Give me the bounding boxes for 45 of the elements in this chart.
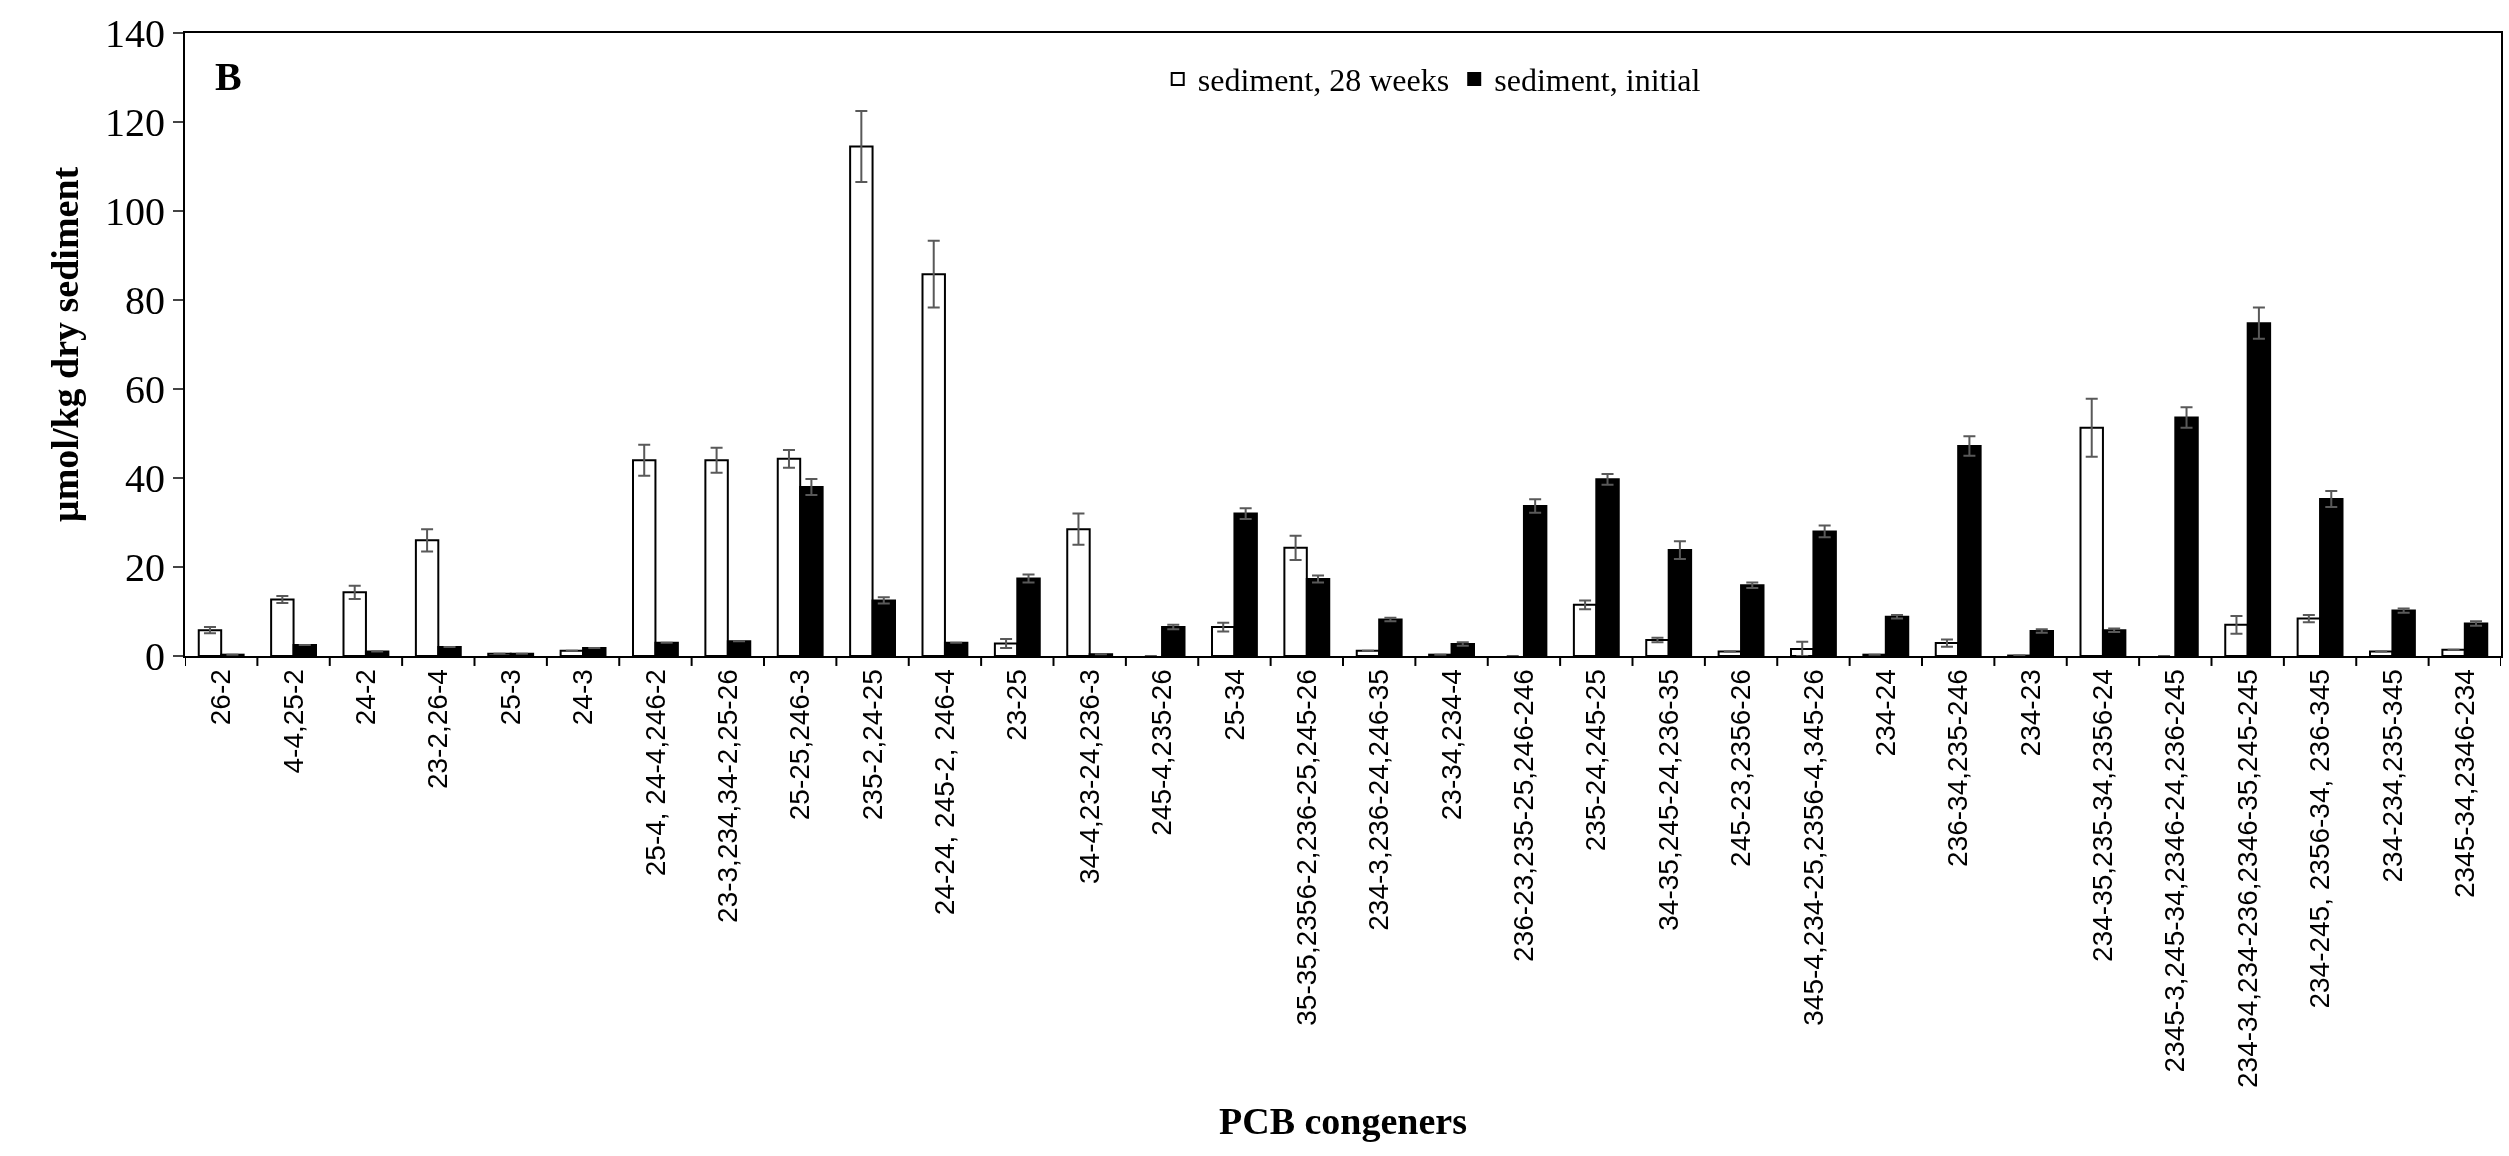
y-tick-label: 60: [125, 367, 165, 412]
x-tick-label: 23-25: [1001, 669, 1033, 741]
y-axis-title: µmol/kg dry sediment: [43, 166, 86, 523]
x-tick-label: 34-4,23-24,236-3: [1073, 669, 1105, 885]
x-tick-label: 235-2,24-25: [856, 669, 888, 821]
y-tick-label: 140: [105, 11, 165, 56]
annotation: B: [215, 54, 242, 99]
y-tick-label: 20: [125, 545, 165, 590]
x-tick-label: 35-35,2356-2,236-25,245-26: [1290, 669, 1322, 1026]
y-tick-label: 100: [105, 189, 165, 234]
legend-label: sediment, initial: [1494, 62, 1701, 99]
x-tick-label: 25-3: [494, 669, 526, 726]
x-tick-label: 25-34: [1218, 669, 1250, 741]
x-tick-label: 236-23,235-25,246-246: [1508, 669, 1540, 962]
x-tick-label: 245-4,235-26: [1146, 669, 1178, 836]
x-tick-label: 236-34,235-246: [1942, 669, 1974, 867]
x-tick-label: 24-3: [567, 669, 599, 726]
x-tick-label: 345-4,234-25,2356-4,345-26: [1797, 669, 1829, 1026]
y-tick-label: 40: [125, 456, 165, 501]
x-tick-label: 23-2,26-4: [422, 669, 454, 790]
x-tick-label: 23-34,234-4: [1435, 669, 1467, 821]
x-tick-label: 23-3,234,34-2,25-26: [711, 669, 743, 923]
x-tick-label: 26-2: [205, 669, 237, 726]
x-tick-label: 24-24, 245-2, 246-4: [929, 669, 961, 916]
x-tick-label: 235-24,245-25: [1580, 669, 1612, 852]
x-tick-label: 234-234,235-345: [2376, 669, 2408, 883]
x-tick-label: 234-35,235-34,2356-24: [2087, 669, 2119, 962]
x-tick-label: 24-2: [350, 669, 382, 726]
x-tick-label: 234-24: [1869, 669, 1901, 757]
x-tick-label: 234-245, 2356-34, 236-345: [2304, 669, 2336, 1009]
x-tick-label: 234-23: [2014, 669, 2046, 757]
y-tick-label: 0: [145, 634, 165, 679]
x-tick-label: 25-25,246-3: [784, 669, 816, 821]
x-tick-label: 25-4, 24-4,246-2: [639, 669, 671, 877]
x-tick-label: 4-4,25-2: [277, 669, 309, 774]
y-tick-label: 80: [125, 278, 165, 323]
y-tick-label: 120: [105, 100, 165, 145]
x-tick-label: 234-3,236-24,246-35: [1363, 669, 1395, 931]
x-tick-label: 234-34,234-236,2346-35,245-245: [2231, 669, 2263, 1088]
x-tick-label: 2345-34,2346-234: [2448, 669, 2480, 899]
x-tick-label: 2345-3,245-34,2346-24,236-245: [2159, 669, 2191, 1073]
x-tick-label: 245-23,2356-26: [1725, 669, 1757, 867]
legend-label: sediment, 28 weeks: [1197, 62, 1450, 99]
x-axis-title: PCB congeners: [1218, 1099, 1468, 1142]
x-tick-label: 34-35,245-24,236-35: [1652, 669, 1684, 931]
